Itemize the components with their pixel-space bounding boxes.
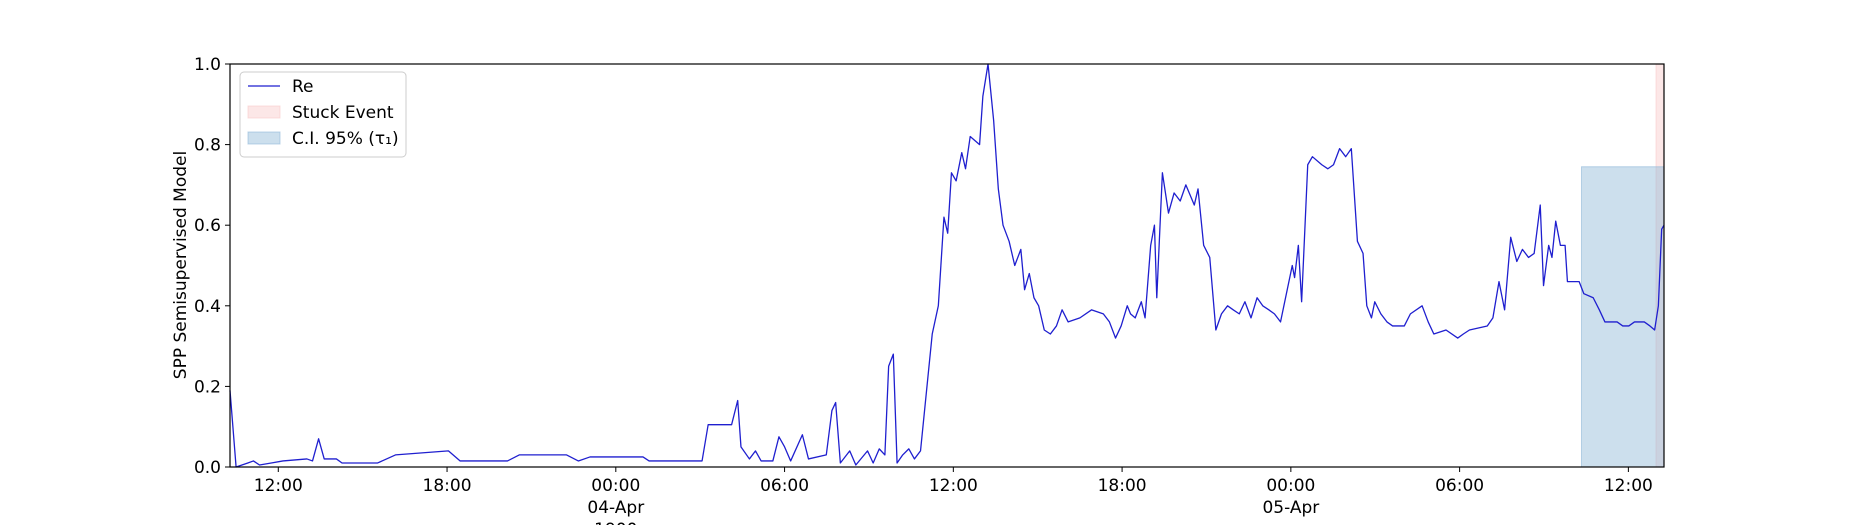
x-tick-label: 00:00 05-Apr <box>1262 476 1319 518</box>
legend-swatch <box>247 105 281 119</box>
legend-swatch <box>247 131 281 145</box>
x-tick-label: 12:00 <box>254 476 303 496</box>
axes-frame <box>229 63 1665 468</box>
y-tick-label: 1.0 <box>194 55 221 75</box>
y-axis-label: SPP Semisupervised Model <box>171 151 191 379</box>
y-tick-label: 0.0 <box>194 458 221 478</box>
data-line <box>229 63 1665 468</box>
legend-label: Stuck Event <box>292 103 394 123</box>
y-tick-label: 0.8 <box>194 136 221 156</box>
span-region <box>1580 166 1665 468</box>
plot-area <box>229 63 1665 468</box>
x-tick-label: 06:00 <box>1435 476 1484 496</box>
legend-label: C.I. 95% (τ₁) <box>292 129 399 149</box>
x-tick-label: 06:00 <box>760 476 809 496</box>
y-tick-label: 0.4 <box>194 297 221 317</box>
x-tick-label: 18:00 <box>1098 476 1147 496</box>
x-tick-label: 18:00 <box>423 476 472 496</box>
x-tick-label: 12:00 <box>929 476 978 496</box>
legend-box <box>239 71 407 158</box>
x-tick-label: 12:00 <box>1604 476 1653 496</box>
y-tick-label: 0.2 <box>194 377 221 397</box>
y-tick-label: 0.6 <box>194 216 221 236</box>
legend-label: Re <box>292 77 314 97</box>
